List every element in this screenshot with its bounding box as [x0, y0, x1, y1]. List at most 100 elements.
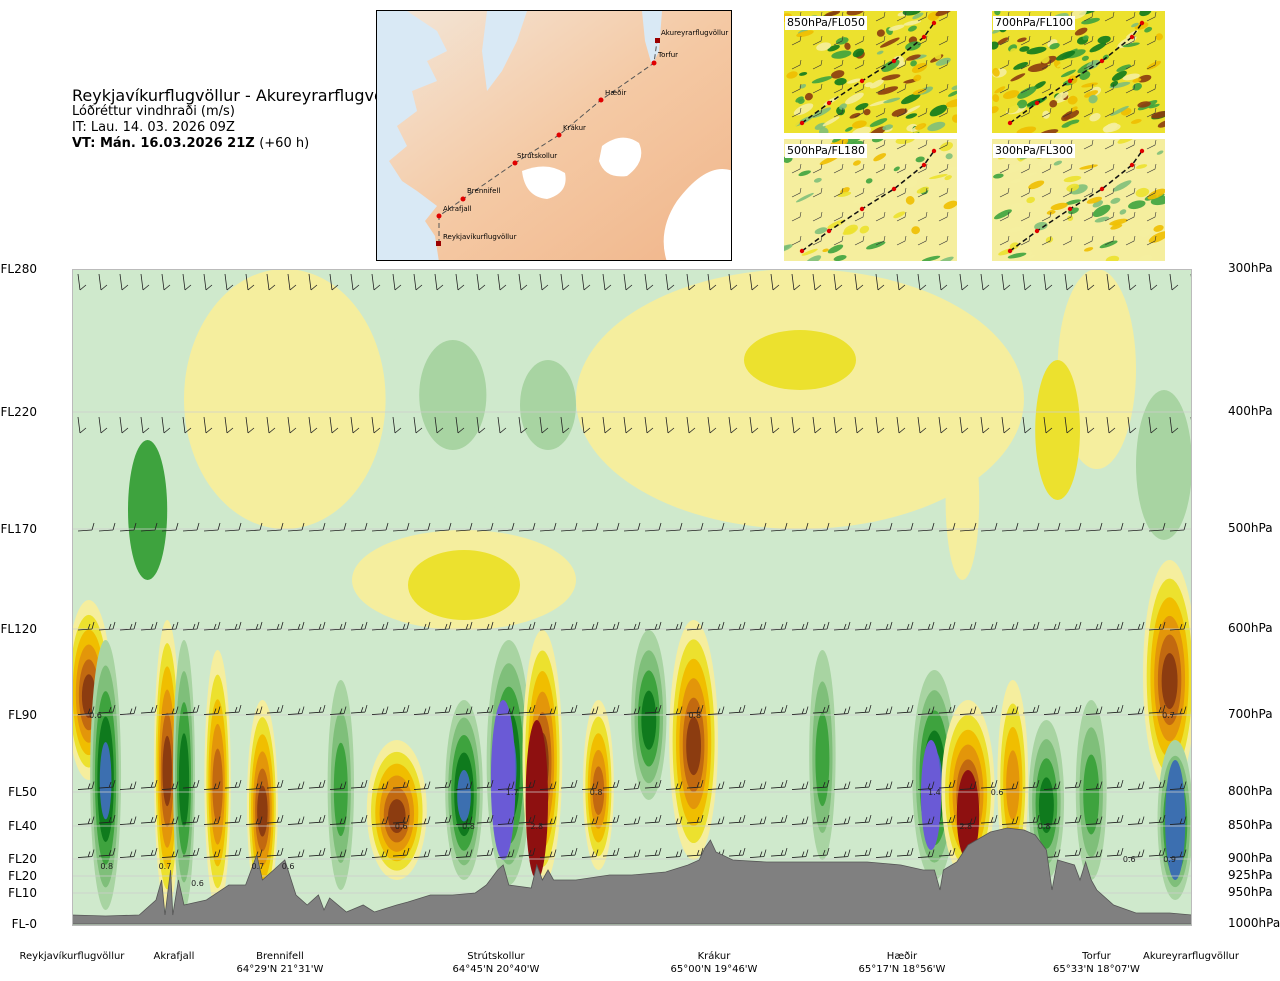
thumbnail-field-blob	[784, 166, 797, 172]
wind-barb	[917, 816, 935, 825]
thumbnail-barb	[938, 83, 949, 94]
vertical-motion-cell	[1083, 754, 1100, 835]
wind-barb	[245, 781, 263, 790]
wind-barb	[266, 273, 276, 291]
thumbnail-barb	[812, 163, 823, 174]
thumbnail-waypoint	[1139, 148, 1145, 154]
thumbnail-field-blob	[913, 74, 922, 82]
thumbnail-barb	[938, 139, 949, 150]
wind-barb	[791, 522, 809, 532]
thumbnail-field-blob	[1110, 105, 1129, 116]
thumbnail-waypoint	[1099, 186, 1105, 192]
wind-barb	[1001, 273, 1011, 291]
wind-barb	[623, 706, 641, 715]
thumbnail-waypoint	[931, 148, 937, 154]
location-label: Akureyrarflugvöllur	[1143, 950, 1239, 963]
wind-barb	[539, 416, 549, 434]
wind-barb	[98, 416, 108, 434]
wind-barb	[371, 621, 389, 631]
wind-barb	[1022, 779, 1040, 789]
left-axis-label: FL40	[8, 819, 37, 833]
thumbnail-barb	[875, 35, 886, 46]
wind-barb	[581, 416, 591, 434]
thumbnail-barb	[1020, 107, 1031, 118]
thumbnail-waypoint	[826, 100, 832, 106]
wind-barb	[413, 816, 431, 825]
thumbnail-barb	[917, 187, 928, 198]
wind-barb	[1064, 416, 1074, 434]
thumbnail-barb	[875, 163, 886, 174]
thumbnail-barb	[812, 187, 823, 198]
wind-barb	[665, 522, 683, 532]
thumbnail-field-blob	[881, 74, 901, 81]
wind-barb	[161, 621, 179, 631]
wind-barb	[728, 704, 746, 714]
value-annotation: 1.7	[506, 788, 519, 797]
wind-barb	[812, 522, 830, 532]
thumbnail-field-blob	[871, 139, 884, 143]
thumbnail-field-blob	[822, 116, 840, 127]
thumbnail-field-blob	[1081, 82, 1098, 88]
thumbnail-field-blob	[1067, 215, 1074, 221]
thumbnail-field-blob	[927, 31, 945, 43]
wind-barb	[959, 522, 977, 532]
wind-barb	[644, 621, 662, 631]
wind-barb	[644, 847, 662, 857]
wind-barb	[497, 273, 507, 291]
wind-barb	[182, 522, 200, 532]
location-name: Akrafjall	[153, 951, 195, 962]
thumbnail-field-blob	[1054, 91, 1069, 101]
wind-barb	[938, 704, 956, 714]
thumbnail-field-blob	[831, 50, 852, 59]
wind-barb	[728, 847, 746, 857]
value-annotation: 0.6	[89, 711, 102, 720]
thumbnail-barb	[833, 59, 844, 70]
wind-barb	[812, 704, 830, 714]
thumbnail-field-blob	[904, 179, 918, 189]
right-axis-label: 600hPa	[1228, 621, 1273, 635]
wind-barb	[938, 416, 948, 434]
thumbnail-waypoint	[859, 206, 865, 212]
thumbnail-field-blob	[1128, 200, 1146, 210]
wind-barb	[539, 621, 557, 631]
wind-barb	[1169, 522, 1187, 532]
location-name: Strútskollur	[467, 951, 525, 962]
thumbnail-barb	[1083, 59, 1094, 70]
thumbnail-barb	[1062, 107, 1073, 118]
thumbnail-field-blob	[1002, 90, 1020, 99]
wind-barb	[896, 416, 906, 434]
wind-barb	[875, 816, 893, 825]
thumbnail-field-blob	[1063, 109, 1080, 120]
thumbnail-barb	[1146, 187, 1157, 198]
wind-barb	[455, 621, 473, 631]
cross-section-plot: 0.6 0.8 0.7 0.6 0.7 0.6 0.6 0.8 1.7 2.8 0.8 0.8 1.4 2…	[72, 269, 1192, 926]
thumbnail-barb	[1125, 211, 1136, 222]
thumbnail-field-blob	[822, 248, 829, 253]
wind-barb	[497, 416, 507, 434]
wind-barb	[455, 849, 473, 858]
thumbnail-field-blob	[902, 11, 922, 16]
thumbnail-field-blob	[1007, 252, 1027, 259]
map-label-strutskollur: Strútskollur	[517, 152, 557, 160]
wind-barb	[350, 847, 368, 857]
wind-barb	[77, 621, 95, 631]
wind-barb	[917, 416, 927, 434]
thumbnail-field-blob	[935, 11, 953, 17]
wind-barb	[161, 273, 171, 291]
thumbnail-field-blob	[939, 142, 953, 152]
thumbnail-barb	[1041, 59, 1052, 70]
contour-region	[408, 550, 520, 620]
thumbnail-field-blob	[1147, 188, 1165, 200]
thumbnail-850hpa-graphic	[784, 11, 957, 133]
thumbnail-barb	[1146, 107, 1157, 118]
thumbnail-barb	[1146, 83, 1157, 94]
thumbnail-barb	[1062, 59, 1073, 70]
thumbnail-barb	[1062, 211, 1073, 222]
wind-barb	[371, 706, 389, 715]
thumbnail-barb	[999, 107, 1010, 118]
wind-barb	[329, 621, 347, 631]
wind-barb	[350, 621, 368, 631]
wind-barb	[980, 522, 998, 532]
wind-barb	[560, 273, 570, 291]
thumbnail-field-blob	[911, 226, 921, 235]
